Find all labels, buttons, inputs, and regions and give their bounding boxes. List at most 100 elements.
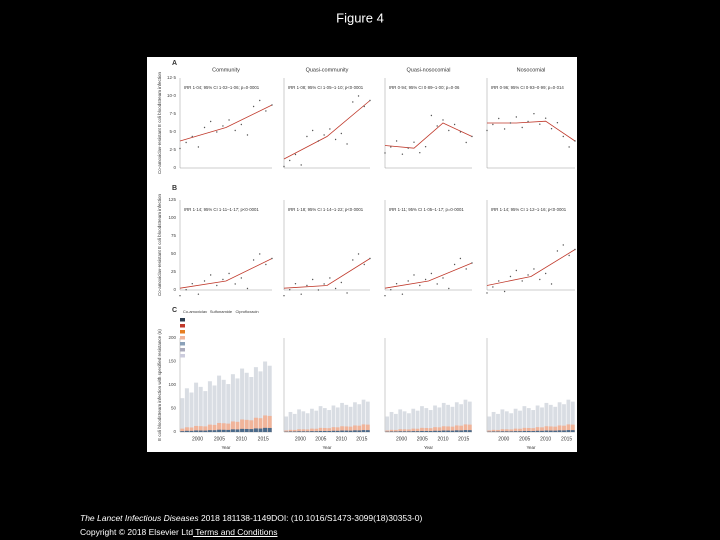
- scatter-point: [407, 147, 409, 149]
- bar-other: [297, 431, 301, 432]
- bar-other: [531, 431, 536, 432]
- bar-resistant: [284, 430, 288, 432]
- bar-resistant: [344, 426, 349, 432]
- bar-other: [331, 430, 336, 432]
- bar-total: [459, 404, 463, 432]
- bar-total: [361, 399, 366, 432]
- bar-resistant: [570, 424, 575, 432]
- x-axis-label: Year: [221, 445, 231, 450]
- x-tick-label: 2000: [498, 436, 509, 442]
- scatter-point: [283, 295, 285, 297]
- scatter-point: [240, 277, 243, 279]
- bar-total: [509, 413, 514, 432]
- scatter-point: [424, 278, 427, 281]
- bar-total: [389, 411, 394, 432]
- bar-total: [221, 379, 226, 432]
- bar-resistant: [540, 427, 544, 432]
- journal: The Lancet Infectious Diseases: [80, 513, 199, 523]
- legend-swatch: [180, 330, 185, 334]
- bar-other: [198, 430, 203, 432]
- bar-total: [463, 399, 468, 432]
- x-tick-label: 2015: [258, 436, 269, 442]
- y-tick-label: 125: [168, 197, 176, 202]
- scatter-point: [323, 134, 325, 136]
- bar-total: [357, 404, 362, 432]
- trend-line: [487, 120, 576, 142]
- bar-resistant: [249, 420, 254, 432]
- scatter-point: [544, 272, 547, 275]
- bar-total: [263, 361, 268, 432]
- bar-resistant: [348, 426, 353, 432]
- scatter-point: [252, 259, 255, 261]
- scatter-point: [384, 152, 386, 154]
- bar-resistant: [487, 430, 492, 432]
- bar-other: [441, 430, 446, 432]
- scatter-point: [317, 140, 320, 142]
- bar-resistant: [553, 426, 558, 432]
- bar-resistant: [446, 426, 450, 432]
- bar-total: [203, 391, 208, 432]
- scatter-point: [191, 135, 193, 138]
- bar-resistant: [203, 426, 208, 432]
- bar-total: [504, 411, 509, 432]
- bar-other: [244, 428, 249, 432]
- scatter-point: [521, 280, 523, 282]
- bar-other: [500, 431, 505, 432]
- bar-resistant: [526, 427, 531, 432]
- bar-total: [535, 405, 540, 432]
- scatter-point: [346, 143, 348, 145]
- x-tick-label: 2015: [561, 436, 572, 442]
- scatter-point: [191, 283, 193, 285]
- scatter-point: [539, 278, 541, 281]
- scatter-point: [363, 105, 365, 108]
- scatter-point: [568, 146, 570, 148]
- bar-other: [553, 430, 558, 432]
- legend-swatch: [180, 354, 185, 358]
- citation-line: The Lancet Infectious Diseases 2018 1811…: [80, 513, 422, 523]
- scatter-point: [471, 262, 473, 264]
- scatter-point: [240, 123, 243, 126]
- terms-link[interactable]: Terms and Conditions: [193, 527, 278, 537]
- bar-resistant: [407, 429, 411, 432]
- scatter-point: [556, 250, 559, 252]
- scatter-point: [334, 287, 337, 290]
- bar-total: [420, 406, 424, 432]
- trend-line: [283, 258, 371, 289]
- bar-resistant: [217, 422, 222, 432]
- bar-resistant: [292, 429, 297, 432]
- bar-total: [366, 401, 370, 432]
- bar-other: [504, 431, 509, 432]
- scatter-point: [357, 95, 360, 97]
- bar-other: [394, 431, 398, 432]
- legend-swatch: [180, 342, 185, 346]
- bar-other: [335, 430, 340, 432]
- panel-label: B: [172, 185, 177, 192]
- bar-total: [424, 408, 429, 432]
- scatter-point: [294, 153, 297, 156]
- bar-total: [340, 402, 344, 432]
- bar-other: [305, 431, 310, 432]
- scatter-point: [357, 253, 360, 255]
- bar-other: [557, 430, 562, 432]
- bar-total: [398, 409, 403, 432]
- scatter-point: [271, 104, 273, 106]
- column-title: Quasi-nosocomial: [406, 67, 450, 73]
- scatter-point: [509, 275, 512, 278]
- bar-other: [428, 431, 433, 432]
- bar-other: [454, 430, 459, 432]
- bar-resistant: [544, 426, 549, 432]
- bar-other: [518, 431, 522, 432]
- bar-resistant: [467, 424, 472, 432]
- y-tick-label: 7·5: [169, 111, 176, 116]
- scatter-point: [527, 274, 529, 276]
- bar-resistant: [433, 427, 437, 432]
- scatter-point: [498, 280, 500, 282]
- bar-resistant: [441, 426, 446, 432]
- scatter-point: [334, 138, 337, 141]
- bar-total: [454, 402, 459, 432]
- bar-total: [297, 409, 301, 432]
- scatter-point: [234, 129, 236, 132]
- legend-header: Sulfonamide: [210, 309, 233, 314]
- bar-total: [566, 399, 571, 432]
